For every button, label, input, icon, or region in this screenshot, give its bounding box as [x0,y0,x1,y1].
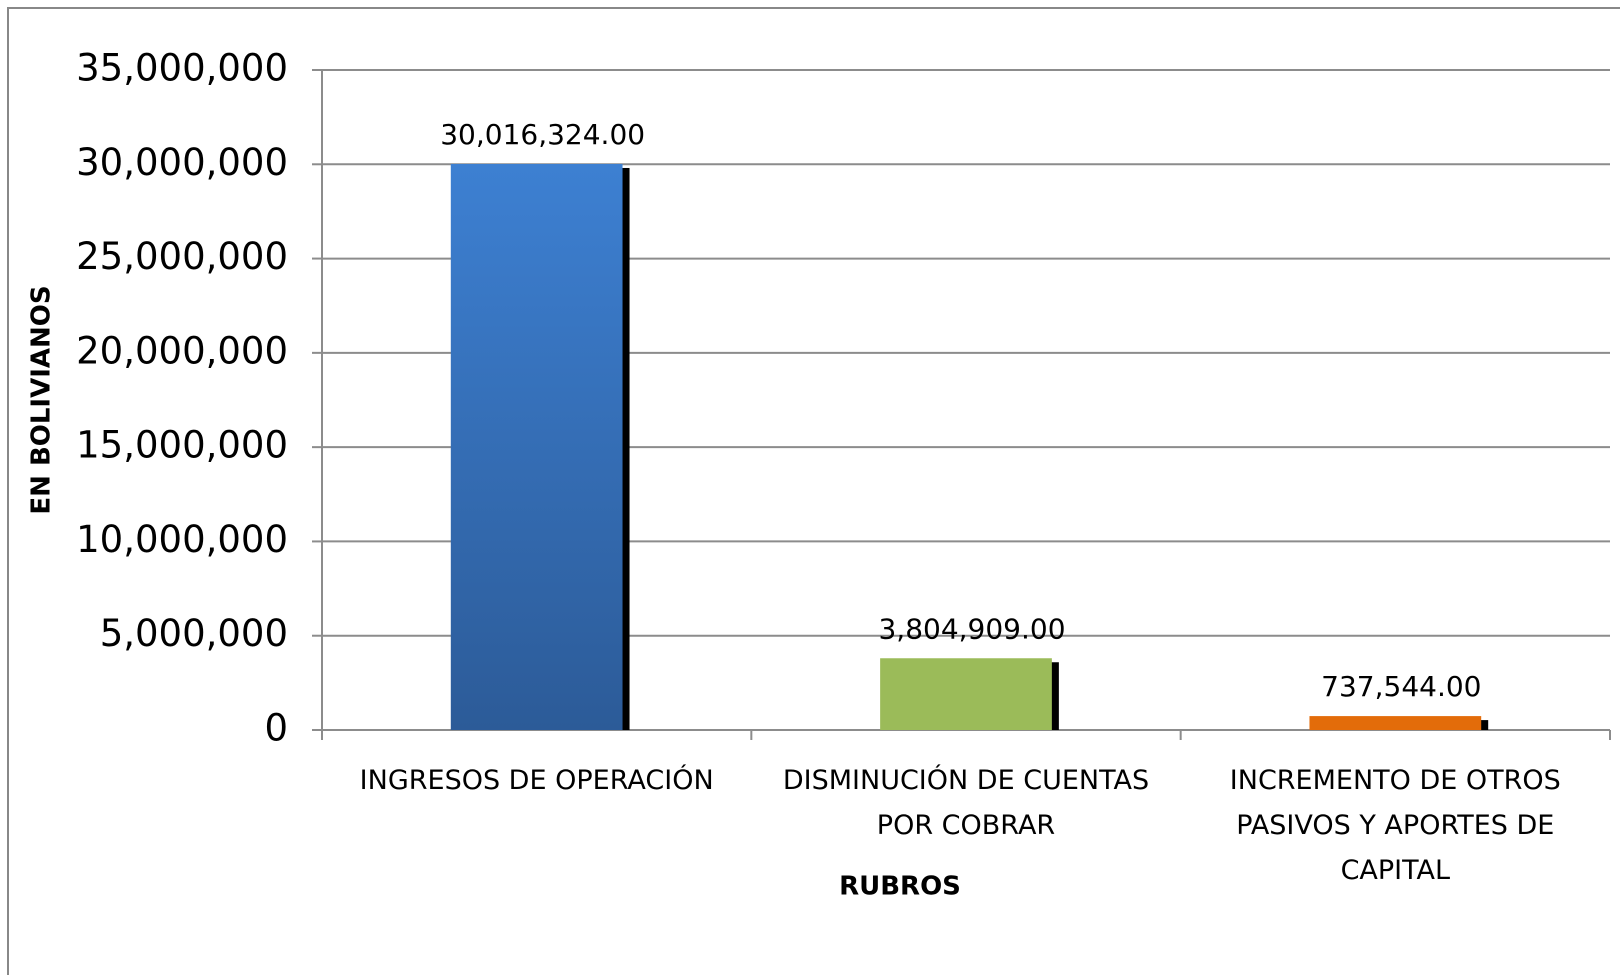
y-tick-label: 25,000,000 [76,235,288,278]
data-label: 30,016,324.00 [440,118,645,151]
data-label: 737,544.00 [1321,670,1481,703]
bar [450,163,623,730]
y-tick-label: 30,000,000 [76,141,288,184]
data-label: 3,804,909.00 [878,612,1065,645]
y-tick-label: 35,000,000 [76,47,288,90]
x-tick-label: INGRESOS DE OPERACIÓN [359,765,714,796]
x-tick-label: DISMINUCIÓN DE CUENTAS POR COBRAR [782,765,1150,841]
y-tick-label: 0 [264,707,288,750]
y-axis-title: EN BOLIVIANOS [27,285,57,514]
chart-frame [7,7,1620,975]
bar-shadow [1479,720,1489,730]
y-tick-label: 15,000,000 [76,424,288,467]
bar-shadow [1049,662,1059,730]
y-tick-label: 20,000,000 [76,329,288,372]
y-tick-label: 10,000,000 [76,518,288,561]
bar [880,658,1052,730]
y-tick-label: 5,000,000 [100,612,288,655]
x-axis-title: RUBROS [839,872,961,902]
bar [1309,716,1482,730]
bar-shadow [620,167,630,730]
x-tick-label: INCREMENTO DE OTROS PASIVOS Y APORTES DE… [1229,765,1561,886]
